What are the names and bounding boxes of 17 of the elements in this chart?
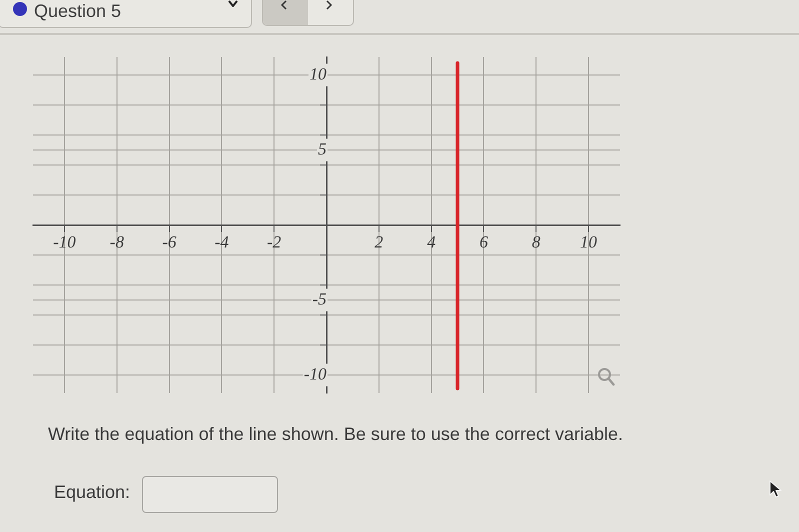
y-tick-label: 5 [318,139,326,158]
chart-title: Question 5 [34,1,122,21]
text: Write the equation of the line shown. Be sure to use the correct variable. [48,424,623,445]
x-tick-label: 8 [532,232,541,252]
x-tick-label: -6 [162,232,177,252]
x-tick-label: -4 [214,232,230,252]
x-tick-label: 6 [479,232,488,252]
x-tick-label: -8 [110,232,124,252]
x-tick-label: -2 [267,232,282,252]
x-tick-label: 4 [427,232,436,252]
y-tick-label: 10 [310,64,327,84]
y-tick-label: -10 [304,364,327,384]
y-tick-label: -5 [312,289,326,308]
text: Equation: [54,482,130,503]
x-tick-label: 10 [580,232,598,252]
x-tick-label: 2 [374,232,384,252]
x-tick-label: -10 [53,232,76,252]
